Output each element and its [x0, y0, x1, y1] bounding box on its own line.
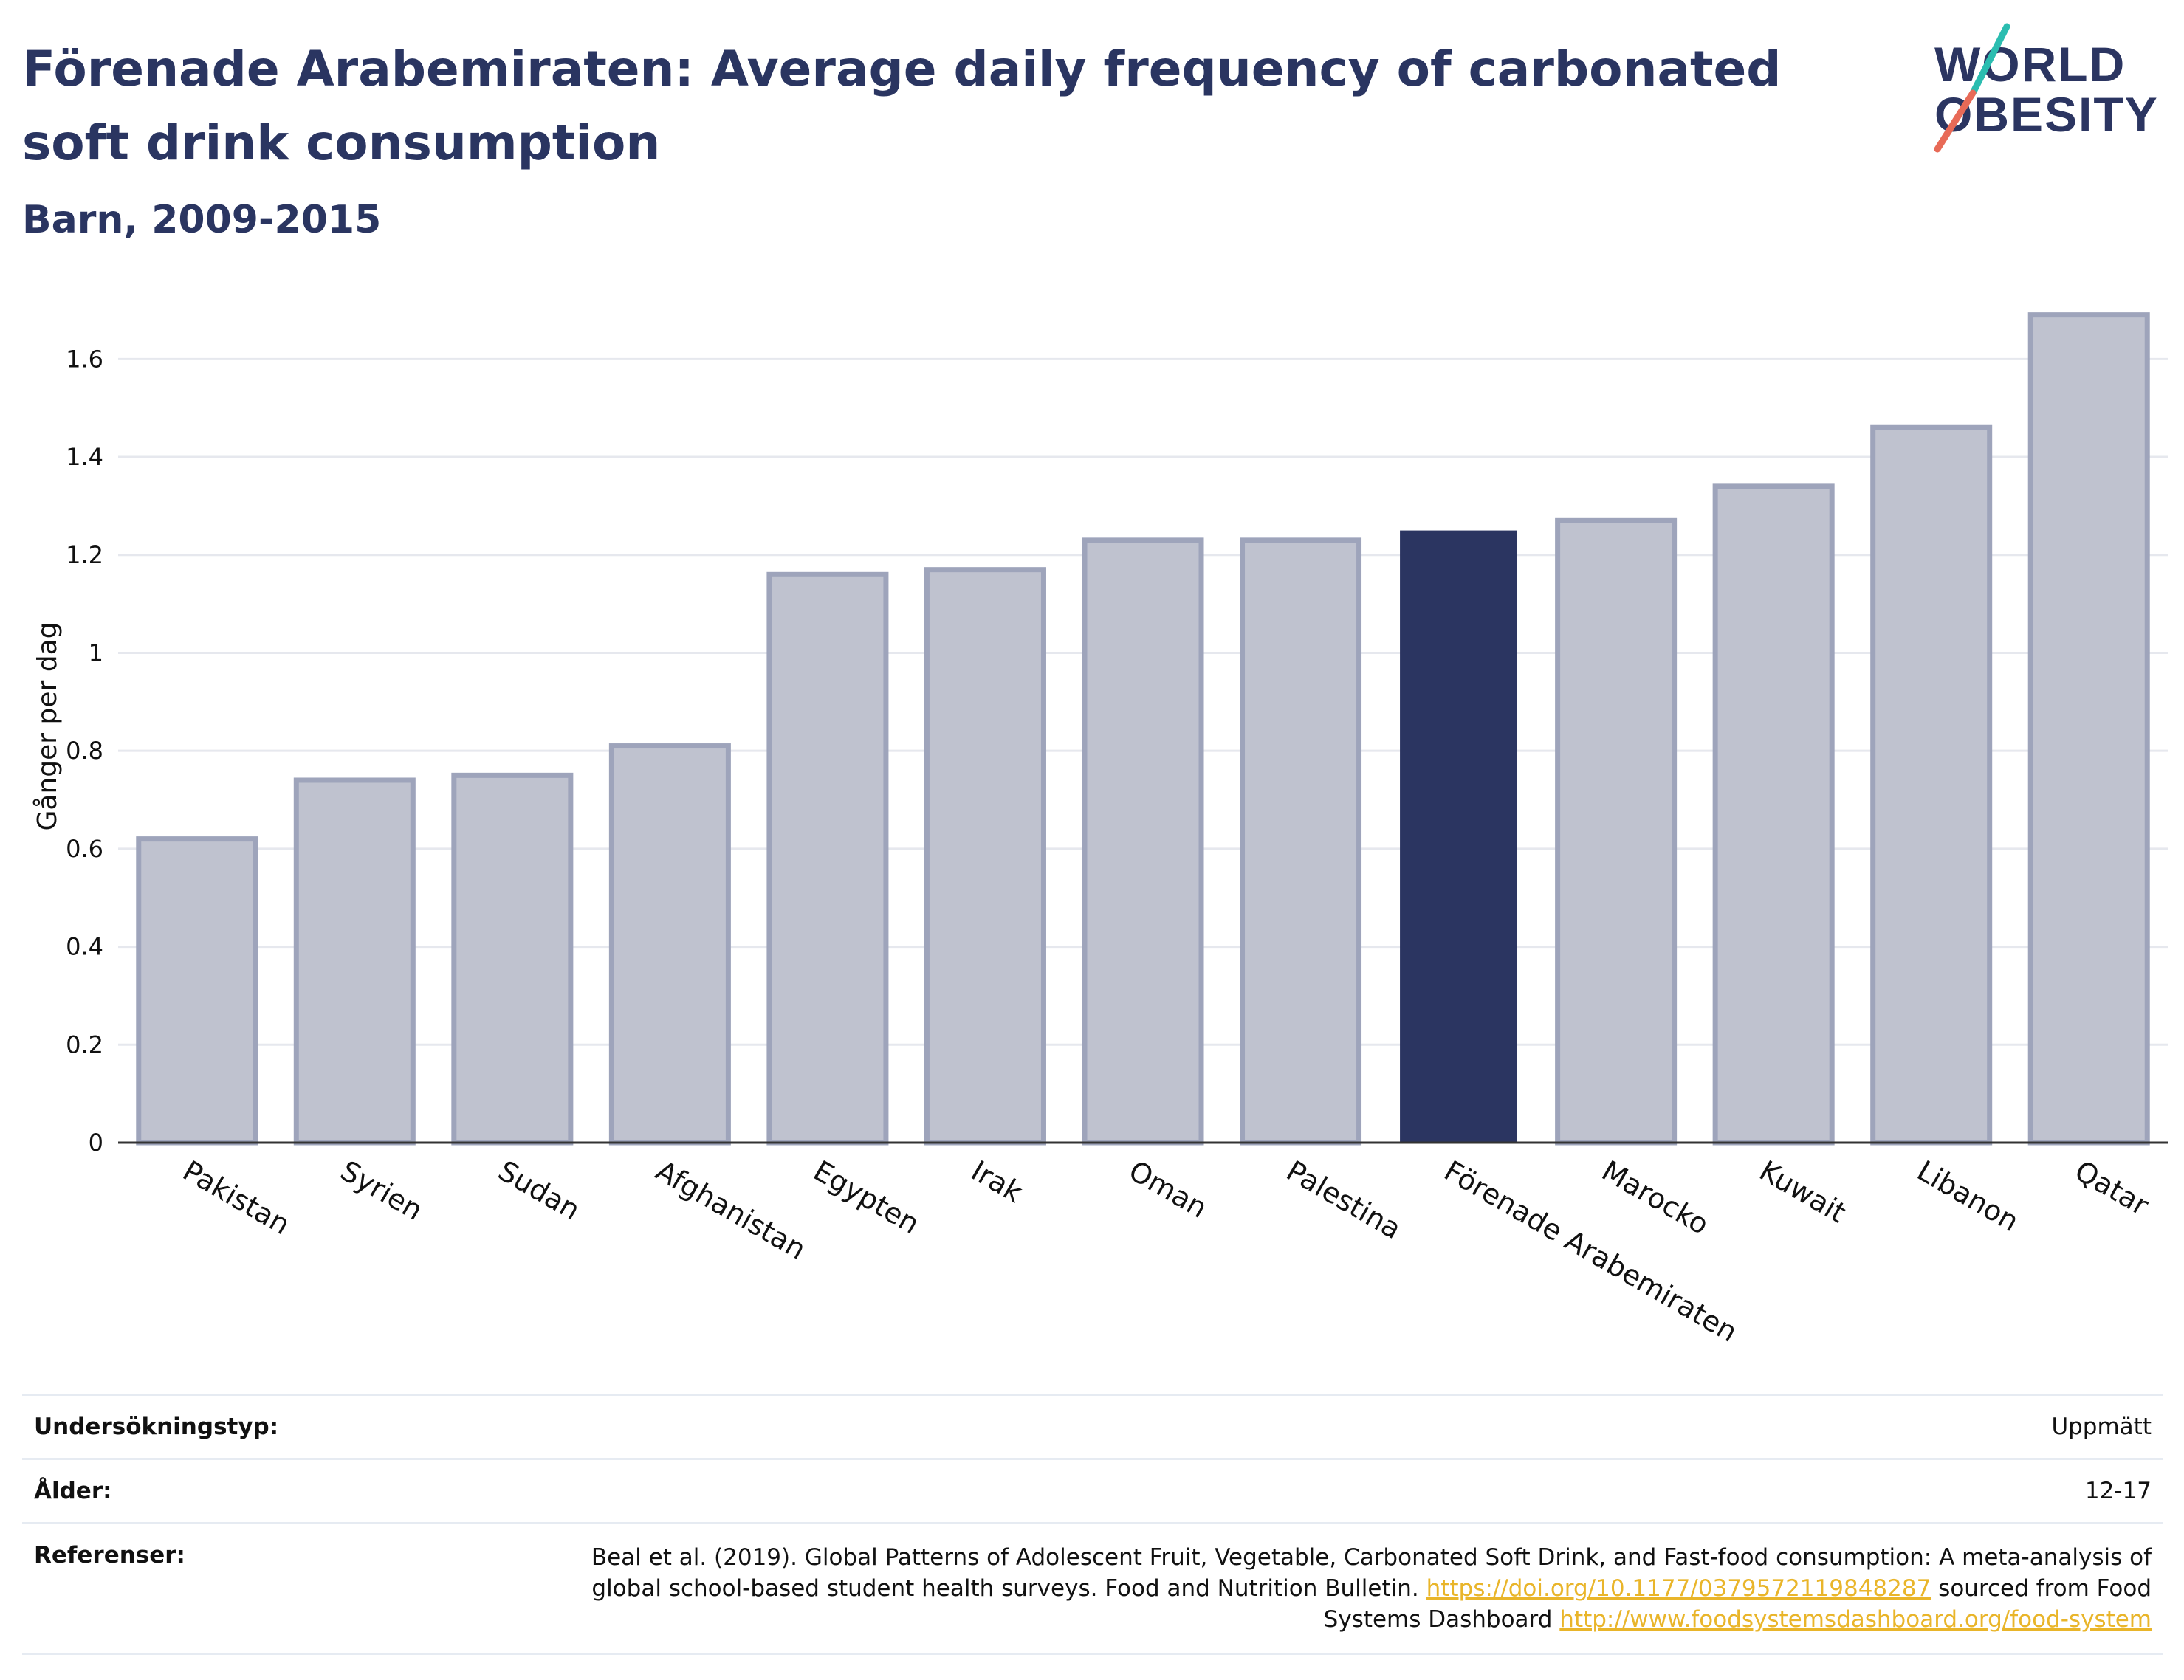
x-tick-label: Irak: [966, 1154, 1028, 1209]
logo-text-world: WORLD: [1934, 37, 2126, 92]
doi-link[interactable]: https://doi.org/10.1177/0379572119848287: [1426, 1575, 1931, 1602]
y-tick-label: 0.4: [66, 933, 103, 961]
chart-title: Förenade Arabemiraten: Average daily fre…: [22, 41, 1782, 171]
bar: [608, 743, 731, 1146]
references-row: Referenser: Beal et al. (2019). Global P…: [22, 1522, 2163, 1655]
logo-slash-red: [1934, 89, 1977, 153]
bar: [1240, 537, 1362, 1146]
x-tick-label: Kuwait: [1754, 1154, 1852, 1230]
x-tick-label: Qatar: [2070, 1154, 2154, 1222]
bar: [293, 777, 416, 1146]
logo-slash-teal: [1969, 23, 2010, 97]
age-label: Ålder:: [34, 1478, 112, 1504]
dashboard-link[interactable]: http://www.foodsystemsdashboard.org/food…: [1559, 1606, 2152, 1633]
survey-type-label: Undersökningstyp:: [34, 1414, 279, 1440]
x-tick-label: Palestina: [1281, 1154, 1407, 1246]
x-tick-label: Förenade Arabemiraten: [1439, 1154, 1743, 1349]
bar-highlighted: [1400, 530, 1517, 1143]
survey-type-value: Uppmätt: [2051, 1414, 2152, 1440]
x-tick-label: Afghanistan: [650, 1154, 811, 1266]
bar-chart: 0 0.2 0.4 0.6 0.8 1 1.2 1.4 1.6 Gånger per dag Pak…: [32, 312, 2168, 1349]
y-axis-label: Gånger per dag: [32, 622, 63, 830]
bar: [2027, 312, 2150, 1146]
reference-source-text: sourced from Food Systems Dashboard: [1323, 1575, 2152, 1633]
bar: [451, 772, 574, 1146]
y-tick-label: 0.6: [66, 835, 103, 863]
bar: [1082, 537, 1204, 1146]
y-tick-label: 1.6: [66, 345, 103, 373]
y-tick-label: 1.2: [66, 541, 103, 569]
chart-subtitle: Barn, 2009-2015: [22, 198, 382, 242]
x-tick-label: Syrien: [335, 1154, 428, 1227]
references-label: Referenser:: [34, 1542, 185, 1569]
metadata-table: Undersökningstyp: Uppmätt Ålder: 12-17 R…: [22, 1394, 2163, 1655]
age-value: 12-17: [2084, 1478, 2152, 1504]
y-tick-label: 1.4: [66, 443, 103, 471]
survey-type-row: Undersökningstyp: Uppmätt: [22, 1394, 2163, 1458]
bar: [924, 567, 1046, 1146]
references-value: Beal et al. (2019). Global Patterns of A…: [564, 1542, 2152, 1635]
y-tick-label: 0.2: [66, 1030, 103, 1058]
y-tick-label: 0.8: [66, 737, 103, 765]
x-tick-label: Marocko: [1596, 1154, 1714, 1242]
bar: [766, 571, 889, 1146]
x-tick-label: Pakistan: [177, 1154, 295, 1242]
world-obesity-logo: WORLD OBESITY: [1934, 23, 2157, 153]
x-tick-label: Egypten: [808, 1154, 924, 1241]
age-row: Ålder: 12-17: [22, 1458, 2163, 1522]
bar: [1712, 483, 1835, 1146]
x-tick-label: Oman: [1124, 1154, 1213, 1225]
bar: [1870, 424, 1993, 1146]
x-tick-label: Libanon: [1912, 1154, 2024, 1238]
x-tick-label: Sudan: [492, 1154, 586, 1227]
y-tick-label: 0: [89, 1129, 103, 1157]
bar: [1555, 517, 1678, 1146]
bar: [136, 836, 258, 1146]
y-tick-label: 1: [89, 638, 103, 667]
reference-text: Beal et al. (2019). Global Patterns of A…: [591, 1544, 2152, 1602]
